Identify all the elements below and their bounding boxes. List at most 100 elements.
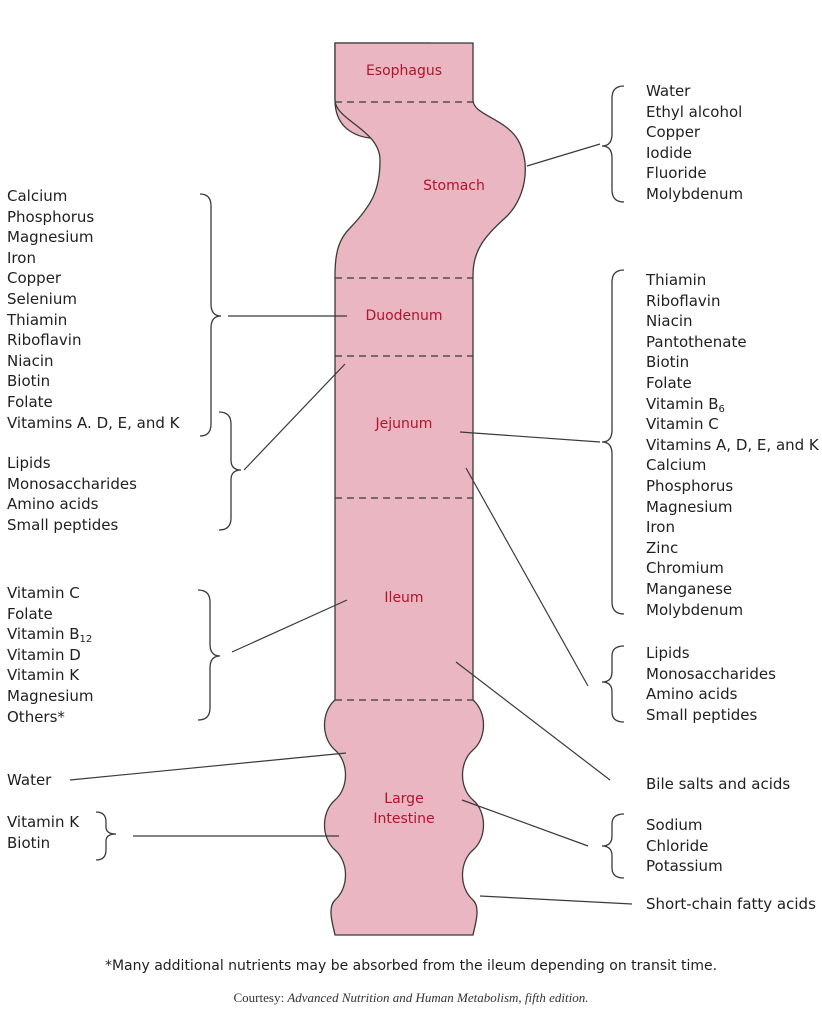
duodenum-jejunum-macronutrient-list: Lipids Monosaccharides Amino acids Small pe… xyxy=(7,453,137,535)
list-item: Sodium xyxy=(646,816,703,834)
list-item: Folate xyxy=(7,392,53,411)
list-item: Vitamin D xyxy=(7,645,81,664)
list-item: Biotin xyxy=(7,372,51,391)
brace-ileum-left xyxy=(197,589,221,721)
large-intestine-absorption-list-left: Vitamin K Biotin xyxy=(7,812,79,853)
brace-large-left xyxy=(95,811,117,861)
list-item: Bile salts and acids xyxy=(646,775,791,793)
braces xyxy=(95,85,625,879)
organ-label-duodenum: Duodenum xyxy=(365,308,442,324)
stomach-absorption-list: Water Ethyl alcohol Copper Iodide Fluoride Mo… xyxy=(646,81,743,205)
list-item: Water xyxy=(7,771,52,789)
brace-duodenum-left xyxy=(199,193,222,437)
organ-label-large-intestine-line2: Intestine xyxy=(373,811,434,827)
list-item: Amino acids xyxy=(646,685,738,704)
list-item: Vitamins A. D, E, and K xyxy=(7,413,180,432)
list-item: Niacin xyxy=(646,312,693,331)
list-item: Selenium xyxy=(7,289,77,308)
brace-large-right xyxy=(601,813,625,879)
list-item: Short-chain fatty acids xyxy=(646,895,816,913)
connector-stomach xyxy=(526,143,601,167)
list-item: Amino acids xyxy=(7,495,99,514)
list-item: Vitamin C xyxy=(646,415,719,434)
brace-jejunum2-right xyxy=(601,645,625,723)
list-item: Riboflavin xyxy=(7,331,82,350)
list-item: Small peptides xyxy=(7,515,119,534)
list-item: Ethyl alcohol xyxy=(646,102,743,121)
connector-jejunum-right xyxy=(459,431,601,443)
list-item: Vitamin B12 xyxy=(7,625,93,646)
list-item: Thiamin xyxy=(646,271,707,289)
list-item: Pantothenate xyxy=(646,332,747,351)
connectors xyxy=(69,143,633,905)
list-item: Small peptides xyxy=(646,705,758,724)
organ-label-jejunum: Jejunum xyxy=(375,416,433,432)
tract-outline xyxy=(323,42,526,936)
courtesy-prefix: Courtesy: xyxy=(233,990,288,1005)
connector-jejunum-left xyxy=(243,363,346,471)
brace-jejunum2-left xyxy=(218,411,242,531)
large-intestine-water-label: Water xyxy=(7,770,51,791)
jejunum-absorption-list: Thiamin Riboflavin Niacin Pantothenate B… xyxy=(646,270,819,620)
list-item: Molybdenum xyxy=(646,184,744,203)
list-item: Vitamin K xyxy=(7,813,80,831)
courtesy-source: Advanced Nutrition and Human Metabolism,… xyxy=(287,990,589,1005)
organ-label-esophagus: Esophagus xyxy=(366,63,442,79)
bile-salts-label: Bile salts and acids xyxy=(646,774,790,795)
list-item: Phosphorus xyxy=(646,476,734,495)
connector-large-right xyxy=(461,799,589,847)
list-item: Lipids xyxy=(7,454,51,472)
list-item: Vitamin K xyxy=(7,666,80,685)
connector-scfa xyxy=(479,895,633,905)
list-item: Monosaccharides xyxy=(646,664,776,683)
list-item: Phosphorus xyxy=(7,207,95,226)
ileum-absorption-list-left: Vitamin C Folate Vitamin B12 Vitamin D V… xyxy=(7,583,94,727)
list-item: Water xyxy=(646,82,691,100)
organ-label-ileum: Ileum xyxy=(384,590,423,606)
duodenum-absorption-list: Calcium Phosphorus Magnesium Iron Copper Sele… xyxy=(7,186,180,433)
list-item: Vitamin B6 xyxy=(646,394,725,415)
list-item: Molybdenum xyxy=(646,600,744,619)
list-item: Thiamin xyxy=(7,310,68,329)
list-item: Lipids xyxy=(646,644,690,662)
list-item: Iron xyxy=(7,248,36,267)
connector-jejunum-lipids xyxy=(465,467,589,687)
list-item: Folate xyxy=(7,604,53,623)
list-item: Others* xyxy=(7,707,65,726)
list-item: Iron xyxy=(646,518,675,537)
large-intestine-absorption-list-right: Sodium Chloride Potassium xyxy=(646,815,723,877)
list-item: Fluoride xyxy=(646,164,707,183)
brace-stomach-right xyxy=(601,85,625,203)
connector-bile xyxy=(455,661,611,781)
list-item: Calcium xyxy=(646,456,707,475)
connector-ileum-left xyxy=(231,599,348,653)
list-item: Folate xyxy=(646,373,692,392)
segment-dividers xyxy=(335,101,473,701)
connector-water xyxy=(69,752,347,781)
list-item: Vitamins A, D, E, and K xyxy=(646,435,819,454)
list-item: Biotin xyxy=(7,833,51,852)
short-chain-fatty-acids-label: Short-chain fatty acids xyxy=(646,894,816,915)
list-item: Zinc xyxy=(646,538,679,557)
courtesy-credit: Courtesy: Advanced Nutrition and Human M… xyxy=(0,990,822,1006)
organ-label-large-intestine-line1: Large xyxy=(384,791,423,807)
footnote: *Many additional nutrients may be absorb… xyxy=(104,958,718,974)
list-item: Chloride xyxy=(646,836,709,855)
list-item: Copper xyxy=(7,269,62,288)
list-item: Monosaccharides xyxy=(7,474,137,493)
brace-jejunum-right xyxy=(601,269,625,615)
list-item: Vitamin C xyxy=(7,584,80,602)
list-item: Potassium xyxy=(646,857,723,876)
list-item: Riboflavin xyxy=(646,291,721,310)
list-item: Copper xyxy=(646,123,701,142)
list-item: Calcium xyxy=(7,187,68,205)
jejunum-macronutrient-list-right: Lipids Monosaccharides Amino acids Small pe… xyxy=(646,643,776,725)
list-item: Niacin xyxy=(7,351,54,370)
organ-label-stomach: Stomach xyxy=(423,178,485,194)
list-item: Magnesium xyxy=(7,228,94,247)
list-item: Chromium xyxy=(646,559,724,578)
list-item: Manganese xyxy=(646,579,733,598)
list-item: Iodide xyxy=(646,143,693,162)
list-item: Magnesium xyxy=(646,497,733,516)
